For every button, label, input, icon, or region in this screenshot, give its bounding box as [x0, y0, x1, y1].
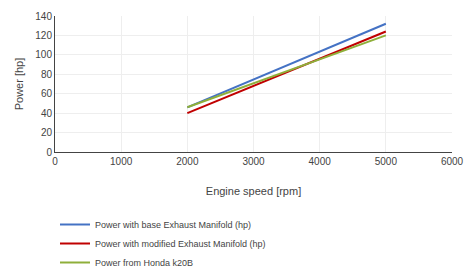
svg-text:2000: 2000 [176, 156, 199, 167]
svg-text:120: 120 [35, 30, 52, 41]
svg-text:4000: 4000 [309, 156, 332, 167]
svg-text:Power from Honda k20B: Power from Honda k20B [95, 258, 193, 268]
svg-text:140: 140 [35, 11, 52, 22]
svg-text:100: 100 [35, 49, 52, 60]
svg-text:1000: 1000 [110, 156, 133, 167]
svg-text:3000: 3000 [242, 156, 265, 167]
svg-text:80: 80 [41, 69, 53, 80]
svg-text:Power with base Exhaust Manifo: Power with base Exhaust Manifold (hp) [95, 220, 251, 230]
svg-text:Power with modified Exhaust Ma: Power with modified Exhaust Manifold (hp… [95, 239, 266, 249]
svg-text:60: 60 [41, 88, 53, 99]
svg-text:0: 0 [46, 147, 52, 158]
svg-text:6000: 6000 [441, 156, 464, 167]
svg-text:40: 40 [41, 108, 53, 119]
svg-text:5000: 5000 [375, 156, 398, 167]
svg-text:20: 20 [41, 127, 53, 138]
svg-text:0: 0 [52, 156, 58, 167]
svg-text:Engine speed [rpm]: Engine speed [rpm] [206, 185, 301, 197]
svg-text:Power [hp]: Power [hp] [13, 58, 25, 111]
